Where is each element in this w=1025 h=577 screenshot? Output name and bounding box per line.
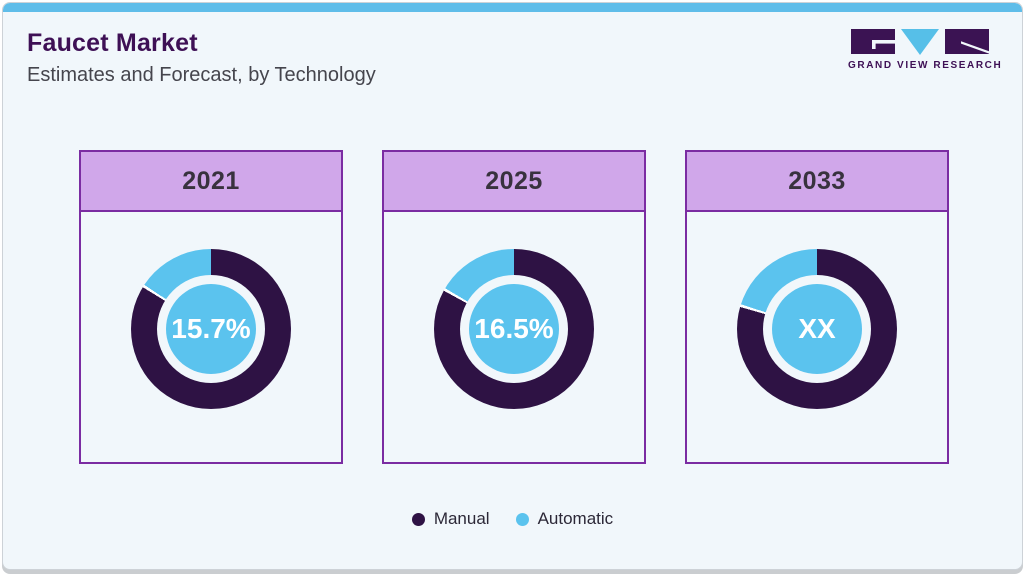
donut-center: XX [772,284,862,374]
card-2033: 2033 XX [685,150,949,464]
header: Faucet Market Estimates and Forecast, by… [27,29,376,87]
manual-swatch-icon [411,512,425,526]
card-year: 2033 [788,166,846,195]
page-title: Faucet Market [27,29,198,57]
year-cards: 2021 15.7% 2025 16.5% 2033 [79,150,949,464]
card-year: 2025 [485,166,543,195]
card-header: 2021 [81,152,341,212]
brand-logo: GRAND VIEW RESEARCH [848,29,1003,71]
automatic-swatch-icon [515,512,529,526]
card-year: 2021 [182,166,240,195]
card-header: 2025 [384,152,644,212]
card-header: 2033 [687,152,947,212]
donut-center: 15.7% [166,284,256,374]
donut-value-label: XX [798,313,836,344]
chart-legend: Manual Automatic [3,509,1022,529]
page-subtitle: Estimates and Forecast, by Technology [27,64,376,86]
legend-label: Automatic [537,509,614,528]
card-2025: 2025 16.5% [382,150,646,464]
legend-item-automatic: Automatic [515,509,614,529]
donut-chart-2021: 15.7% [131,249,291,409]
legend-item-manual: Manual [411,509,490,529]
donut-chart-2025: 16.5% [434,249,594,409]
top-accent-bar [3,3,1022,12]
donut-center: 16.5% [469,284,559,374]
legend-label: Manual [433,509,490,528]
gvr-logo-icon [851,29,989,55]
donut-value-label: 15.7% [171,313,251,344]
donut-value-label: 16.5% [474,313,554,344]
donut-chart-2033: XX [737,249,897,409]
brand-name: GRAND VIEW RESEARCH [848,60,1003,71]
card-2021: 2021 15.7% [79,150,343,464]
